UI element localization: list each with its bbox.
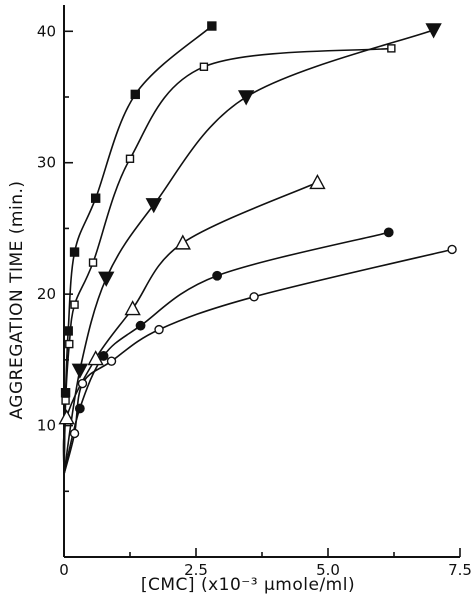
data-point	[130, 89, 140, 100]
data-point	[74, 403, 85, 414]
data-point	[88, 258, 98, 267]
data-point	[70, 300, 79, 309]
data-point	[60, 388, 71, 398]
series-curve-6	[63, 248, 453, 475]
data-point	[63, 326, 73, 336]
series-curve-2	[63, 47, 392, 475]
axes: 10 20 30 40 0 2.5 5.0 7.5	[37, 5, 472, 579]
data-point	[58, 409, 75, 425]
x-tick-label: 0	[59, 561, 69, 579]
data-point	[425, 23, 442, 39]
y-tick-label: 40	[37, 22, 56, 40]
series-curve-4	[62, 181, 318, 475]
data-point	[124, 300, 141, 316]
series-curve-5	[63, 231, 389, 475]
data-point	[154, 324, 164, 335]
data-point	[87, 350, 104, 366]
data-point	[98, 271, 115, 287]
data-point	[249, 292, 259, 302]
y-axis-title: AGGREGATION TIME (min.)	[7, 180, 27, 419]
data-point	[71, 363, 89, 379]
y-tick-label: 30	[37, 154, 56, 172]
series-curves	[62, 25, 453, 475]
data-point	[207, 21, 217, 31]
y-tick-label: 20	[37, 285, 56, 303]
data-point	[125, 154, 135, 163]
data-point	[174, 234, 191, 250]
data-point	[69, 247, 80, 257]
x-tick-label: 2.5	[184, 561, 208, 579]
data-point	[212, 270, 223, 281]
data-point	[199, 62, 209, 71]
data-point	[77, 378, 88, 389]
data-point	[145, 198, 162, 214]
data-point	[65, 339, 74, 349]
data-point	[237, 90, 255, 106]
data-point	[447, 244, 457, 255]
data-point	[61, 396, 70, 405]
data-point	[69, 428, 80, 439]
data-point	[387, 44, 396, 53]
y-tick-label: 10	[37, 417, 56, 435]
series-markers	[58, 21, 457, 439]
data-point	[309, 173, 326, 190]
data-point	[135, 320, 146, 331]
data-point	[383, 227, 394, 238]
x-tick-label: 5.0	[316, 561, 340, 579]
data-point	[90, 193, 101, 203]
data-point	[98, 351, 109, 361]
data-point	[106, 356, 117, 366]
x-axis-title: [CMC] (x10⁻³ μmole/ml)	[141, 575, 355, 595]
x-tick-label: 7.5	[448, 561, 472, 579]
